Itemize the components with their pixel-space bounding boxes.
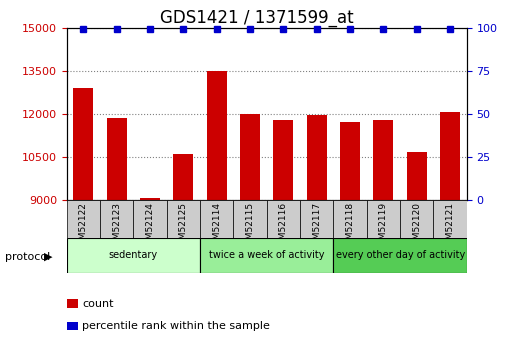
Text: GSM52123: GSM52123 (112, 202, 121, 251)
Bar (133, 200, 167, 238)
Bar (440, 112, 460, 200)
Bar (333, 238, 467, 273)
Text: GSM52125: GSM52125 (179, 202, 188, 251)
Bar (67, 238, 200, 273)
Bar (373, 120, 393, 200)
Bar (267, 200, 300, 238)
Bar (67, 200, 100, 238)
Bar (100, 200, 133, 238)
Text: percentile rank within the sample: percentile rank within the sample (82, 321, 270, 331)
Bar (140, 198, 160, 200)
Text: GSM52118: GSM52118 (346, 202, 354, 251)
Bar (207, 71, 227, 200)
Text: sedentary: sedentary (109, 250, 158, 260)
Text: GSM52124: GSM52124 (146, 202, 154, 251)
Bar (367, 200, 400, 238)
Bar (333, 200, 367, 238)
Text: count: count (82, 299, 113, 308)
Bar (233, 200, 267, 238)
Text: GSM52116: GSM52116 (279, 202, 288, 251)
Text: GSM52117: GSM52117 (312, 202, 321, 251)
Text: twice a week of activity: twice a week of activity (209, 250, 325, 260)
Text: GSM52120: GSM52120 (412, 202, 421, 251)
Text: GSM52114: GSM52114 (212, 202, 221, 251)
Bar (167, 200, 200, 238)
Bar (200, 238, 333, 273)
Text: GSM52119: GSM52119 (379, 202, 388, 251)
Bar (300, 200, 333, 238)
Bar (340, 122, 360, 200)
Bar (107, 118, 127, 200)
Bar (273, 120, 293, 200)
Bar (407, 152, 427, 200)
Text: GSM52122: GSM52122 (79, 202, 88, 251)
Bar (307, 115, 327, 200)
Text: ▶: ▶ (44, 252, 52, 262)
Bar (400, 200, 433, 238)
Text: GSM52121: GSM52121 (446, 202, 455, 251)
Text: protocol: protocol (5, 252, 50, 262)
Bar (240, 115, 260, 200)
Bar (433, 200, 467, 238)
Bar (73, 88, 93, 200)
Text: every other day of activity: every other day of activity (336, 250, 465, 260)
Bar (173, 154, 193, 200)
Bar (200, 200, 233, 238)
Text: GDS1421 / 1371599_at: GDS1421 / 1371599_at (160, 9, 353, 27)
Text: GSM52115: GSM52115 (246, 202, 254, 251)
